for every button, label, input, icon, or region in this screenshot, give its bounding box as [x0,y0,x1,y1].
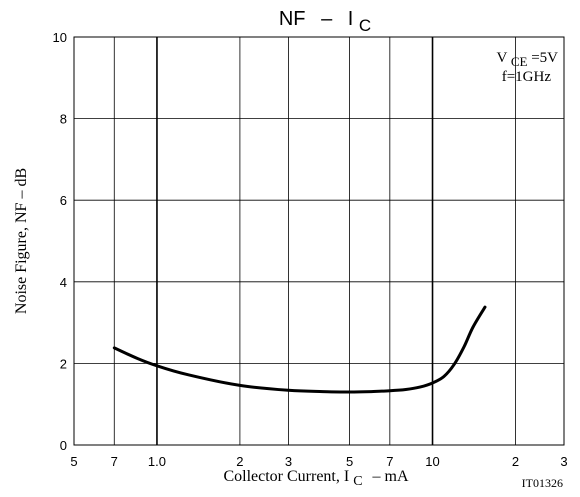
x-axis-label: Collector Current, I C – mA [223,468,409,489]
x-axis-label-main: Collector Current, I [223,468,349,485]
x-tick-label: 2 [512,454,519,469]
x-tick-label: 7 [386,454,393,469]
grid [74,37,564,445]
nf-curve [112,305,487,394]
x-axis-label-subscript: C [353,474,362,489]
conditions-vce-value: =5V [531,50,558,66]
plot-frame [73,36,565,446]
y-tick-label: 0 [60,438,67,453]
x-tick-label: 2 [236,454,243,469]
conditions-line1: V CE =5V [497,50,559,70]
x-tick-label: 5 [346,454,353,469]
series-layer [112,305,487,394]
conditions-vce: V [497,50,508,66]
chart-title-main: NF [279,8,306,30]
chart-title: NF – I C [279,8,371,35]
figure-id: IT01326 [522,476,563,490]
x-axis-label-unit: – mA [372,468,409,485]
y-tick-label: 2 [60,356,67,371]
conditions-vce-subscript: CE [511,54,528,69]
x-tick-label: 5 [70,454,77,469]
y-tick-label: 4 [60,275,67,290]
y-tick-label: 8 [60,112,67,127]
chart-title-symbol: I [348,8,354,30]
x-tick-label: 3 [285,454,292,469]
x-tick-label: 1.0 [148,454,166,469]
x-tick-label: 10 [425,454,439,469]
tick-labels: 5 7 1.0 2 3 5 7 10 2 3 0 2 4 6 8 10 [53,30,568,469]
y-axis-label: Noise Figure, NF – dB [13,168,30,314]
y-tick-label: 6 [60,193,67,208]
x-tick-label: 3 [560,454,567,469]
conditions-line2: f=1GHz [502,69,552,85]
y-tick-label: 10 [53,30,67,45]
x-tick-label: 7 [111,454,118,469]
chart-title-dash: – [321,8,333,30]
chart-title-subscript: C [359,16,371,35]
